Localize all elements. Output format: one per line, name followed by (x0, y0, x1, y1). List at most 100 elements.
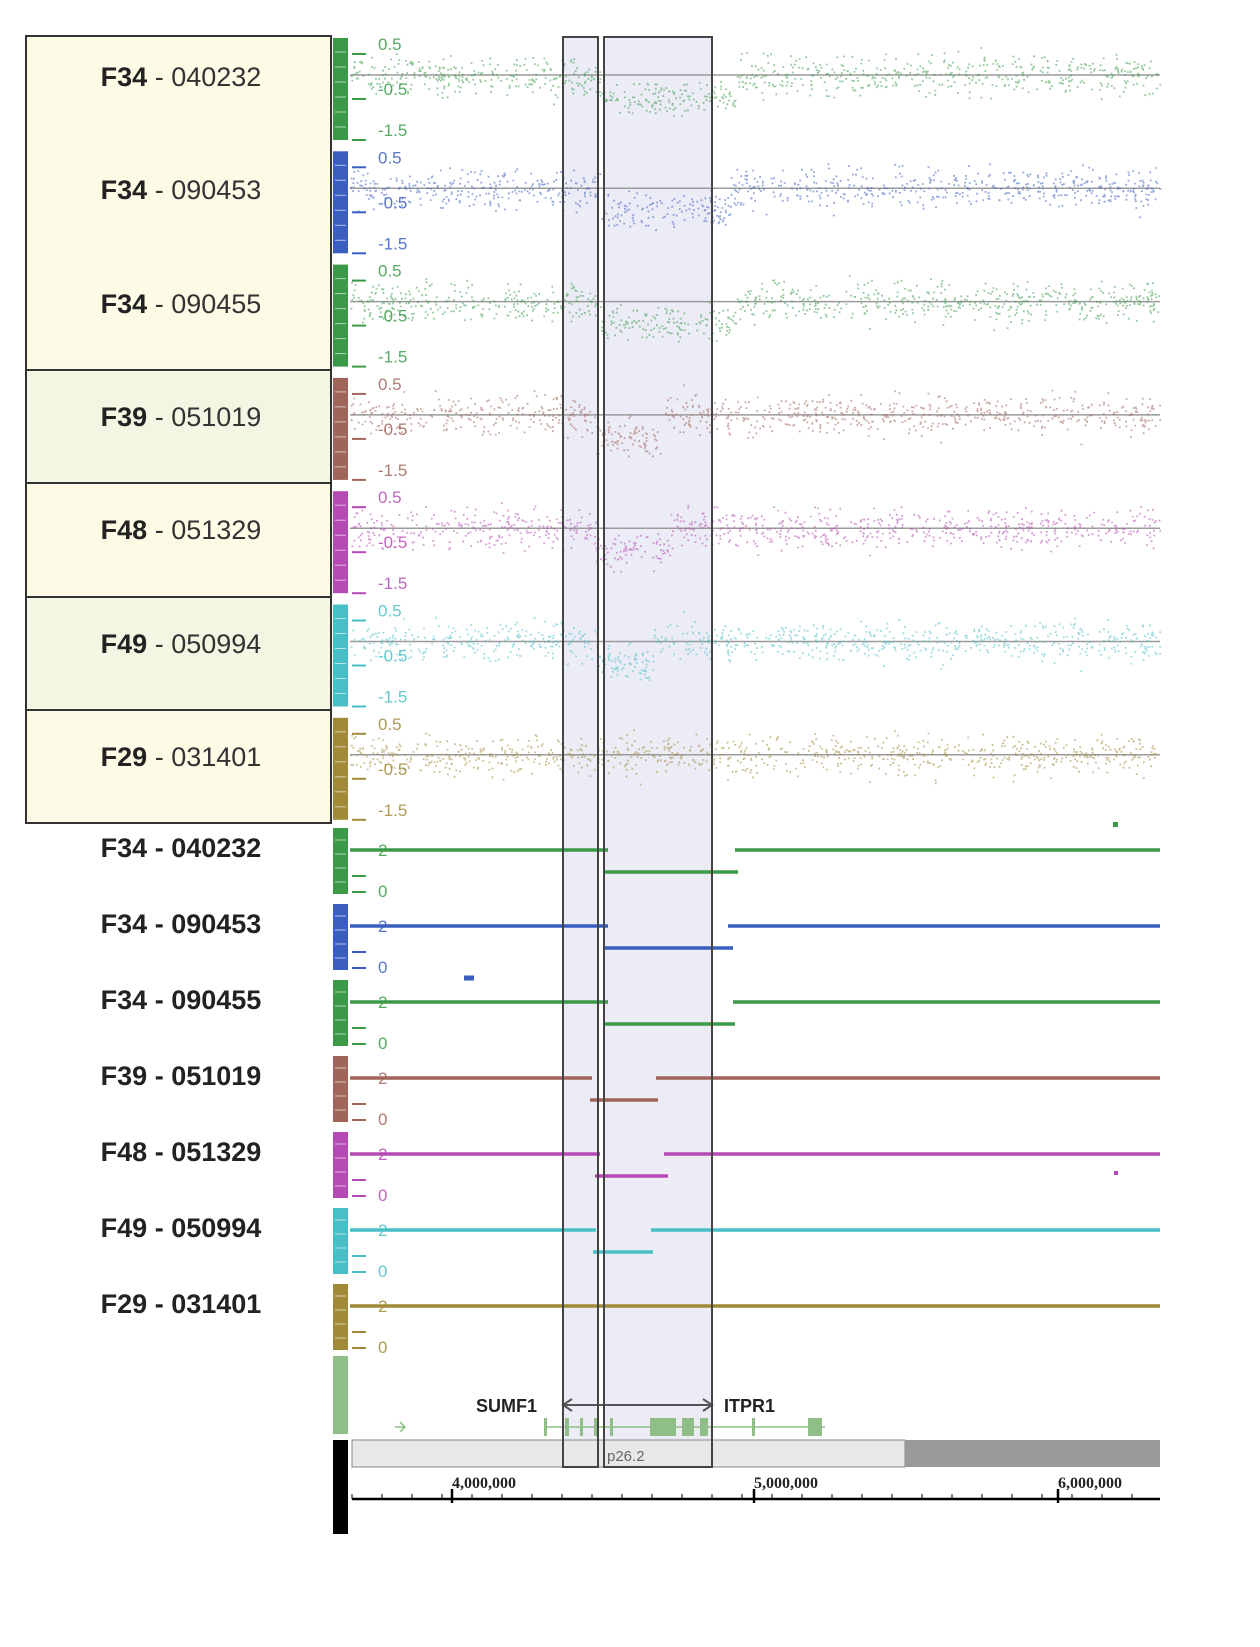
y-tick-label: -0.5 (378, 307, 407, 326)
y-tick-label: -1.5 (378, 348, 407, 367)
family-id: F34 (100, 909, 148, 939)
separator: - (147, 401, 172, 432)
scatter-track-label: F34 - 090455 (26, 288, 336, 320)
y-tick-label: -0.5 (378, 420, 407, 439)
exon (682, 1418, 694, 1436)
exon (700, 1418, 708, 1436)
highlight-region-sumf1 (563, 37, 598, 1467)
scatter-track-3 (333, 264, 1160, 368)
y-tick-label: 0.5 (378, 488, 402, 507)
label-panel-3 (25, 596, 332, 711)
data-points (350, 610, 1162, 681)
track-color-bar (333, 38, 348, 140)
exon (610, 1418, 613, 1436)
separator: - (147, 833, 172, 863)
data-points (350, 729, 1157, 786)
y-tick-label: -0.5 (378, 193, 407, 212)
y-tick-label: 2 (378, 1069, 387, 1088)
separator: - (147, 1137, 172, 1167)
separator: - (147, 985, 172, 1015)
segment-track-label: F29 - 031401 (26, 1288, 336, 1320)
segment-track-1 (333, 828, 1160, 894)
axis-tick-label: 5,000,000 (754, 1475, 818, 1492)
separator: - (147, 288, 172, 319)
data-points (350, 163, 1162, 232)
axis-tick-label: 4,000,000 (452, 1475, 516, 1492)
scatter-track-label: F29 - 031401 (26, 741, 336, 773)
y-tick-label: 0 (378, 1262, 387, 1281)
y-tick-label: -1.5 (378, 234, 407, 253)
gene-label-sumf1: SUMF1 (476, 1396, 537, 1416)
scatter-track-label: F48 - 051329 (26, 514, 336, 546)
y-tick-label: 0 (378, 1186, 387, 1205)
segment-track-label: F39 - 051019 (26, 1060, 336, 1092)
segment-track-label: F48 - 051329 (26, 1136, 336, 1168)
cytoband-light (351, 1439, 906, 1468)
track-color-bar (333, 1284, 348, 1350)
y-tick-label: 0.5 (378, 375, 402, 394)
sample-id: 051019 (171, 401, 262, 432)
family-id: F48 (100, 515, 148, 546)
family-id: F39 (100, 401, 148, 432)
exon (544, 1418, 547, 1436)
label-panels (25, 35, 332, 824)
segment-track-7 (333, 1284, 1160, 1350)
segment-track-3 (333, 980, 1160, 1046)
cytoband-label: p26.2 (607, 1448, 645, 1465)
separator: - (147, 909, 172, 939)
sample-id: 040232 (171, 833, 262, 863)
segment-track-4 (333, 1056, 1160, 1122)
segment-track-label: F34 - 090455 (26, 984, 336, 1016)
track-color-bar (333, 1132, 348, 1198)
family-id: F48 (100, 1137, 148, 1167)
sample-id: 050994 (171, 1213, 262, 1243)
sample-id: 040232 (171, 62, 262, 92)
y-tick-label: 0.5 (378, 602, 402, 621)
exon (752, 1418, 755, 1436)
scatter-track-label: F39 - 051019 (26, 401, 336, 433)
label-panel-0 (25, 35, 332, 371)
y-tick-label: 0 (378, 1338, 387, 1357)
family-id: F39 (100, 1061, 148, 1091)
track-color-bar (333, 980, 348, 1046)
track-color-bar (333, 828, 348, 894)
segment-track-2 (333, 904, 1160, 981)
family-id: F34 (100, 62, 148, 92)
y-tick-label: 0.5 (378, 262, 402, 281)
family-id: F34 (100, 288, 148, 319)
sample-id: 051019 (171, 1061, 262, 1091)
family-id: F29 (100, 741, 148, 772)
family-id: F49 (100, 628, 148, 659)
y-tick-label: 0 (378, 1110, 387, 1129)
scatter-track-7 (333, 717, 1160, 821)
track-color-bar (333, 151, 348, 254)
y-tick-label: 0.5 (378, 148, 402, 167)
segment-track-label: F34 - 040232 (26, 832, 336, 864)
scatter-track-2 (333, 151, 1162, 255)
sample-id: 090455 (171, 288, 262, 319)
y-tick-label: -1.5 (378, 121, 407, 140)
scatter-track-4 (333, 377, 1162, 481)
label-panel-2 (25, 482, 332, 598)
gene-label-itpr1: ITPR1 (724, 1396, 775, 1416)
y-tick-label: 0 (378, 882, 387, 901)
family-id: F49 (100, 1213, 148, 1243)
track-color-bar (333, 717, 348, 820)
axis-bar (333, 1440, 348, 1534)
y-tick-label: -1.5 (378, 461, 407, 480)
y-tick-label: 2 (378, 1145, 387, 1164)
scatter-track-label: F49 - 050994 (26, 628, 336, 660)
y-tick-label: 2 (378, 917, 387, 936)
label-panel-1 (25, 369, 332, 484)
family-id: F34 (100, 833, 148, 863)
track-color-bar (333, 491, 348, 594)
segment-track-label: F34 - 090453 (26, 908, 336, 940)
segment-track-label: F49 - 050994 (26, 1212, 336, 1244)
track-color-bar (333, 264, 348, 367)
scatter-track-5 (333, 491, 1162, 595)
family-id: F34 (100, 175, 148, 206)
y-tick-label: 2 (378, 1221, 387, 1240)
sample-id: 090453 (171, 175, 262, 206)
track-color-bar (333, 1356, 348, 1434)
y-tick-label: -1.5 (378, 574, 407, 593)
